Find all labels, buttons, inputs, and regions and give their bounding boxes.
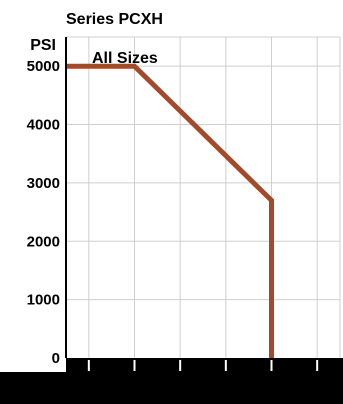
- x-tick-label: -0+: [79, 381, 100, 397]
- x-unit-label: F°: [322, 381, 336, 397]
- annotation-all-sizes: All Sizes: [92, 50, 158, 67]
- y-tick-labels: 0 1000 2000 3000 4000 5000: [27, 58, 60, 367]
- x-axis-label: Temp.: [6, 381, 46, 397]
- x-tick-label: 500: [305, 381, 329, 397]
- grid-lines: [66, 36, 341, 358]
- y-axis-label: PSI: [30, 37, 56, 54]
- x-axis-label-bar: [0, 372, 66, 404]
- chart-title: Series PCXH: [66, 11, 163, 28]
- y-tick-label: 0: [52, 350, 60, 367]
- x-tick-label: 100: [123, 381, 147, 397]
- x-axis-bar: [66, 358, 343, 404]
- y-tick-label: 2000: [27, 233, 60, 250]
- x-axis-band: [0, 358, 343, 404]
- pressure-rating-line: [66, 63, 274, 358]
- y-tick-label: 4000: [27, 117, 60, 134]
- y-tick-label: 3000: [27, 175, 60, 192]
- y-tick-label: 5000: [27, 58, 60, 75]
- x-tick-label: 400: [260, 381, 284, 397]
- series-layer: [66, 63, 274, 358]
- y-tick-label: 1000: [27, 292, 60, 309]
- x-tick-label: 200: [168, 381, 192, 397]
- x-tick-label: 300: [214, 381, 238, 397]
